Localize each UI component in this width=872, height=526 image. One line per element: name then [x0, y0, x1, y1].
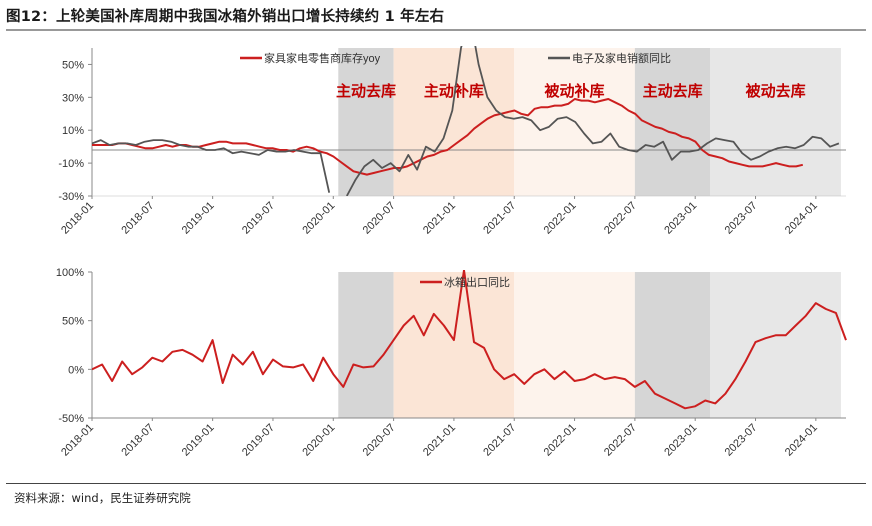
x-tick-label: 2021-07: [481, 422, 518, 459]
x-tick-label: 2019-07: [240, 200, 277, 237]
y-tick-label: 10%: [62, 125, 84, 137]
y-tick-label: 50%: [62, 316, 84, 328]
phase-label: 主动去库: [336, 82, 396, 100]
legend-label: 冰箱出口同比: [444, 275, 510, 289]
x-tick-label: 2023-07: [723, 200, 760, 237]
x-tick-label: 2018-01: [59, 422, 96, 459]
x-tick-label: 2020-01: [300, 422, 337, 459]
y-tick-label: 100%: [56, 267, 84, 279]
phase-band: [393, 272, 515, 418]
x-tick-label: 2022-07: [602, 422, 639, 459]
x-tick-label: 2021-01: [421, 422, 458, 459]
series-line: [92, 46, 840, 196]
phase-label: 被动去库: [746, 82, 806, 100]
x-tick-label: 2019-07: [240, 422, 277, 459]
y-tick-label: 50%: [62, 59, 84, 71]
legend-label: 电子及家电销额同比: [572, 51, 671, 65]
figure-title: 图12：上轮美国补库周期中我国冰箱外销出口增长持续约 1 年左右: [6, 9, 445, 25]
phase-label: 主动去库: [643, 82, 703, 100]
phase-band: [514, 272, 635, 418]
x-tick-label: 2020-07: [361, 200, 398, 237]
phase-band: [710, 48, 841, 196]
x-tick-label: 2020-01: [300, 200, 337, 237]
legend-label: 家具家电零售商库存yoy: [264, 51, 381, 65]
source-note: 资料来源：wind，民生证券研究院: [14, 491, 191, 505]
x-tick-label: 2019-01: [180, 200, 217, 237]
x-tick-label: 2023-07: [723, 422, 760, 459]
x-tick-label: 2023-01: [662, 200, 699, 237]
y-tick-label: -50%: [58, 413, 84, 425]
x-tick-label: 2018-01: [59, 200, 96, 237]
x-tick-label: 2019-01: [180, 422, 217, 459]
y-tick-label: 0%: [68, 364, 84, 376]
y-tick-label: -10%: [58, 158, 84, 170]
x-tick-label: 2022-01: [542, 200, 579, 237]
phase-band: [634, 272, 711, 418]
x-tick-label: 2020-07: [361, 422, 398, 459]
y-tick-label: -30%: [58, 191, 84, 203]
y-tick-label: 30%: [62, 92, 84, 104]
footer-divider: [6, 483, 866, 484]
x-tick-label: 2018-07: [119, 422, 156, 459]
phase-band: [710, 272, 841, 418]
series-line: [92, 98, 804, 176]
phase-label: 被动补库: [545, 82, 605, 100]
x-tick-label: 2021-01: [421, 200, 458, 237]
x-tick-label: 2021-07: [481, 200, 518, 237]
phase-band: [338, 272, 394, 418]
x-tick-label: 2024-01: [783, 422, 820, 459]
x-tick-label: 2022-01: [542, 422, 579, 459]
phase-label: 主动补库: [424, 82, 484, 100]
x-tick-label: 2023-01: [662, 422, 699, 459]
x-tick-label: 2022-07: [602, 200, 639, 237]
series-line: [92, 270, 847, 410]
title-divider: [6, 29, 866, 31]
x-tick-label: 2024-01: [783, 200, 820, 237]
phase-band: [393, 48, 515, 196]
x-tick-label: 2018-07: [119, 200, 156, 237]
